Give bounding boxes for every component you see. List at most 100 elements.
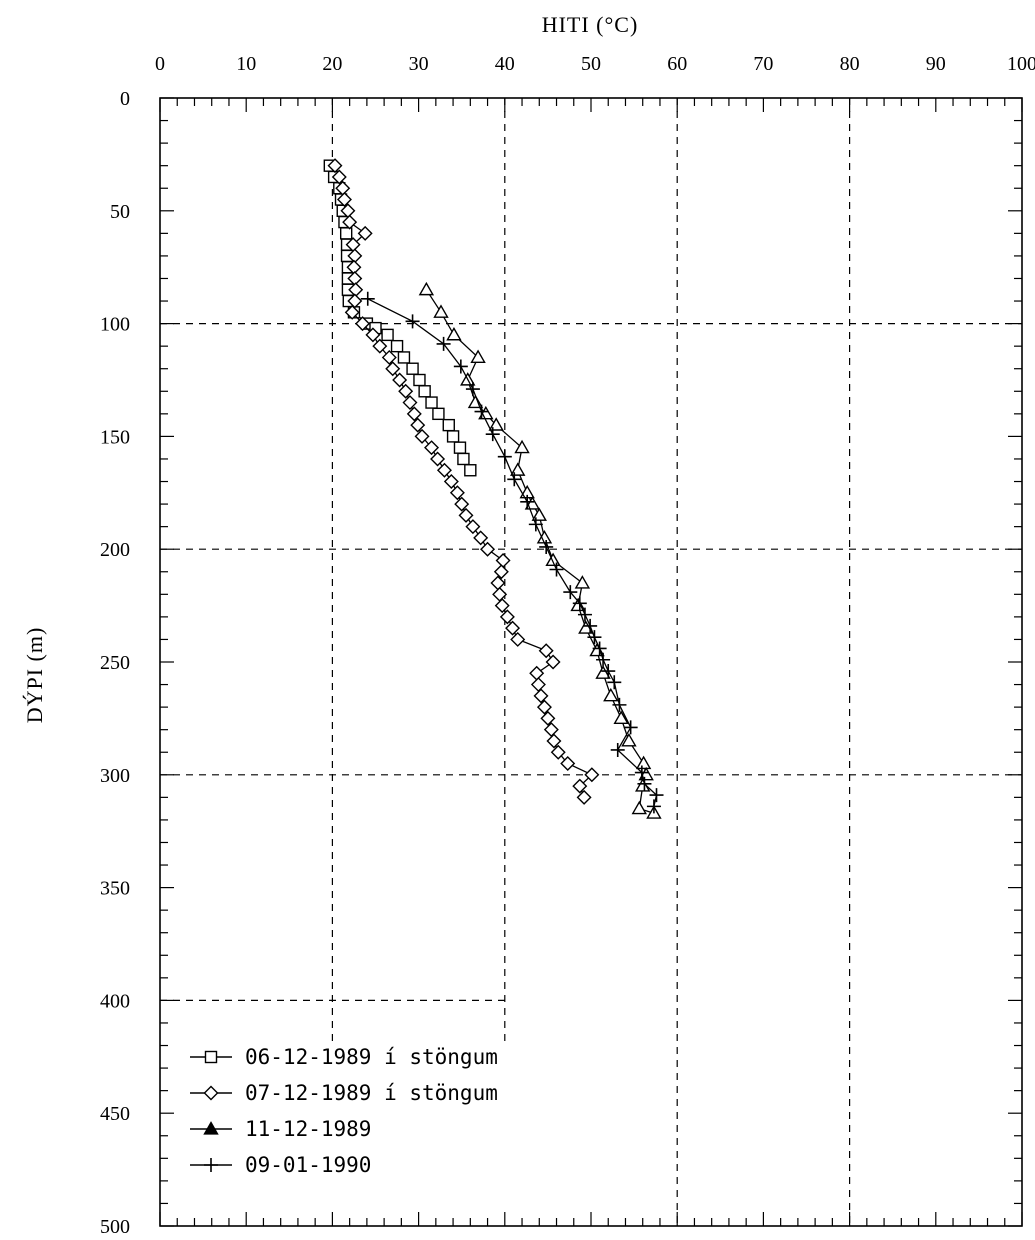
data-point [331, 169, 347, 185]
data-point [631, 800, 647, 815]
data-point [392, 372, 408, 388]
legend-entry: 11-12-1989 [190, 1117, 371, 1141]
data-point [470, 349, 486, 364]
data-point [538, 643, 554, 659]
y-tick-label: 50 [110, 201, 130, 223]
legend-label: 09-01-1990 [245, 1153, 371, 1177]
data-point [510, 631, 526, 647]
legend: 06-12-1989 í stöngum 07-12-1989 í stöngum… [190, 1045, 498, 1177]
data-point [406, 406, 422, 422]
y-tick-labels: 0 50 100 150 200 250 300 350 400 450 500 [100, 88, 130, 1238]
data-point [528, 517, 543, 532]
data-point [418, 385, 431, 398]
data-point [355, 316, 371, 332]
data-point [410, 417, 426, 433]
data-point [533, 688, 549, 704]
x-tick-label: 20 [322, 53, 342, 75]
data-point [587, 630, 602, 645]
data-point [436, 336, 451, 351]
data-point [646, 799, 661, 814]
y-tick-label: 250 [100, 652, 130, 674]
legend-marker [203, 1121, 219, 1135]
data-point [446, 326, 462, 341]
data-point [433, 304, 449, 318]
series-line [367, 298, 658, 807]
x-tick-label: 50 [581, 53, 601, 75]
y-tick-label: 350 [100, 878, 130, 900]
data-point [390, 339, 404, 353]
series-4 [360, 291, 664, 814]
data-point [342, 214, 358, 230]
data-point [607, 675, 622, 690]
data-point [623, 720, 638, 735]
data-point [436, 462, 452, 478]
data-point [545, 654, 561, 670]
data-point [576, 789, 592, 805]
data-point [545, 552, 561, 567]
data-point [563, 585, 578, 600]
data-point [550, 744, 566, 760]
data-point [449, 485, 465, 501]
legend-label: 07-12-1989 í stöngum [245, 1081, 498, 1105]
legend-marker [203, 1085, 219, 1101]
data-point [510, 462, 526, 476]
data-point [649, 788, 664, 803]
data-point [578, 620, 594, 634]
y-axis-title: DÝPI (m) [22, 627, 47, 724]
data-point [592, 641, 607, 656]
data-point [385, 361, 401, 377]
data-point [560, 756, 576, 772]
ticks [159, 97, 1023, 1227]
data-point [539, 539, 554, 554]
data-point [601, 664, 616, 679]
x-tick-label: 0 [155, 53, 165, 75]
y-tick-label: 100 [100, 314, 130, 336]
data-point [453, 441, 467, 454]
legend-label: 06-12-1989 í stöngum [245, 1045, 498, 1069]
x-tick-label: 100 [1007, 53, 1035, 75]
data-point [540, 710, 556, 726]
data-point [381, 349, 397, 365]
x-tick-label: 70 [753, 53, 773, 75]
series-line [425, 289, 655, 814]
data-point [339, 227, 353, 240]
data-point [583, 618, 598, 633]
data-point [402, 395, 418, 411]
legend-entry: 07-12-1989 í stöngum [190, 1081, 498, 1105]
series-group [323, 158, 664, 819]
data-point [492, 586, 508, 602]
data-point [507, 472, 522, 487]
data-point [418, 281, 435, 296]
legend-label: 11-12-1989 [245, 1117, 371, 1141]
data-point [465, 382, 480, 397]
data-point [635, 778, 651, 792]
data-point [595, 665, 611, 679]
data-point [425, 396, 438, 409]
data-point [543, 722, 559, 738]
data-point [529, 665, 545, 681]
data-point [443, 474, 459, 490]
data-point [536, 699, 552, 715]
data-point [499, 609, 515, 625]
series-2 [327, 158, 600, 805]
data-point [635, 755, 652, 770]
data-point [520, 494, 535, 509]
x-tick-label: 30 [409, 53, 429, 75]
data-point [493, 564, 509, 580]
data-point [514, 439, 530, 454]
data-point [495, 552, 511, 568]
data-point [596, 652, 611, 667]
data-point [454, 496, 470, 512]
data-point [473, 530, 489, 546]
data-point [490, 575, 506, 591]
data-point [574, 575, 591, 589]
data-point [398, 383, 414, 399]
data-point [572, 778, 588, 794]
y-tick-label: 500 [100, 1216, 130, 1238]
data-point [405, 314, 420, 329]
legend-marker [204, 1158, 218, 1172]
data-point [327, 158, 343, 174]
y-tick-label: 450 [100, 1103, 130, 1125]
